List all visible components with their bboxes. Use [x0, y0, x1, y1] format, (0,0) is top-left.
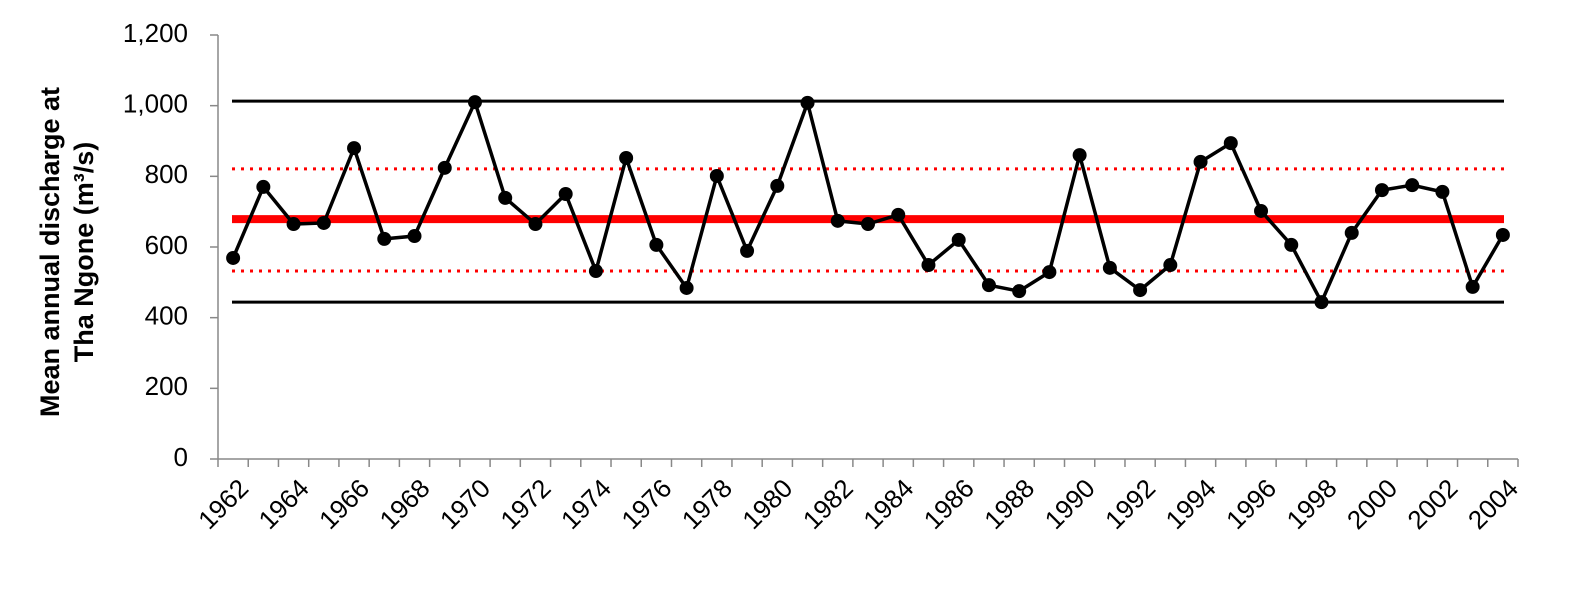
point	[588, 264, 603, 279]
point	[528, 217, 543, 232]
point	[1193, 154, 1208, 169]
y-tick-label: 0	[174, 442, 188, 472]
x-tick-label: 1978	[676, 473, 738, 535]
point	[286, 217, 301, 232]
point	[1042, 265, 1057, 280]
point	[467, 95, 482, 110]
x-tick-label: 1974	[555, 473, 617, 535]
point	[1133, 283, 1148, 298]
point	[1163, 258, 1178, 273]
y-tick-label: 1,200	[123, 18, 188, 48]
point	[1405, 178, 1420, 193]
point	[800, 95, 815, 110]
point	[1465, 279, 1480, 294]
x-tick-label: 2002	[1401, 473, 1463, 535]
point	[1435, 184, 1450, 199]
x-tick-label: 2004	[1462, 473, 1524, 535]
x-tick-label: 1966	[313, 473, 375, 535]
x-tick-label: 1996	[1220, 473, 1282, 535]
x-tick-label: 1992	[1099, 473, 1161, 535]
point	[316, 215, 331, 230]
x-tick-label: 2000	[1341, 473, 1403, 535]
x-tick-label: 1964	[253, 473, 315, 535]
y-tick-label: 400	[145, 301, 188, 331]
y-tick-label: 1,000	[123, 89, 188, 119]
x-tick-label: 1990	[1039, 473, 1101, 535]
point	[437, 160, 452, 175]
y-tick-label: 600	[145, 230, 188, 260]
point	[377, 231, 392, 246]
point	[679, 280, 694, 295]
point	[498, 190, 513, 205]
point	[921, 258, 936, 273]
point	[830, 213, 845, 228]
point	[226, 250, 241, 265]
point	[740, 243, 755, 258]
point	[619, 150, 634, 165]
point	[891, 207, 906, 222]
point	[1344, 225, 1359, 240]
point	[256, 179, 271, 194]
y-tick-label: 800	[145, 159, 188, 189]
point	[1495, 227, 1510, 242]
x-tick-label: 1984	[857, 473, 919, 535]
point	[981, 278, 996, 293]
point	[1223, 136, 1238, 151]
x-tick-label: 1994	[1160, 473, 1222, 535]
x-tick-label: 1968	[374, 473, 436, 535]
x-tick-label: 1972	[494, 473, 556, 535]
y-tick-label: 200	[145, 371, 188, 401]
point	[1254, 203, 1269, 218]
point	[1374, 183, 1389, 198]
point	[1012, 284, 1027, 299]
point	[649, 237, 664, 252]
point	[558, 187, 573, 201]
x-tick-label: 1998	[1280, 473, 1342, 535]
point	[709, 168, 724, 183]
x-tick-label: 1982	[797, 473, 859, 535]
point	[1102, 260, 1117, 275]
x-tick-label: 1976	[615, 473, 677, 535]
x-tick-label: 1962	[192, 473, 254, 535]
point	[770, 178, 785, 193]
x-tick-label: 1986	[918, 473, 980, 535]
y-axis-label: Mean annual discharge at	[35, 87, 65, 417]
x-tick-label: 1980	[736, 473, 798, 535]
y-axis-label: Tha Ngone (m³/s)	[69, 142, 99, 363]
point	[407, 229, 422, 244]
point	[1284, 237, 1299, 252]
point	[1314, 295, 1329, 310]
point	[1072, 148, 1087, 163]
point	[347, 141, 362, 156]
point	[951, 232, 966, 247]
point	[861, 217, 875, 232]
x-tick-label: 1970	[434, 473, 496, 535]
x-tick-label: 1988	[978, 473, 1040, 535]
